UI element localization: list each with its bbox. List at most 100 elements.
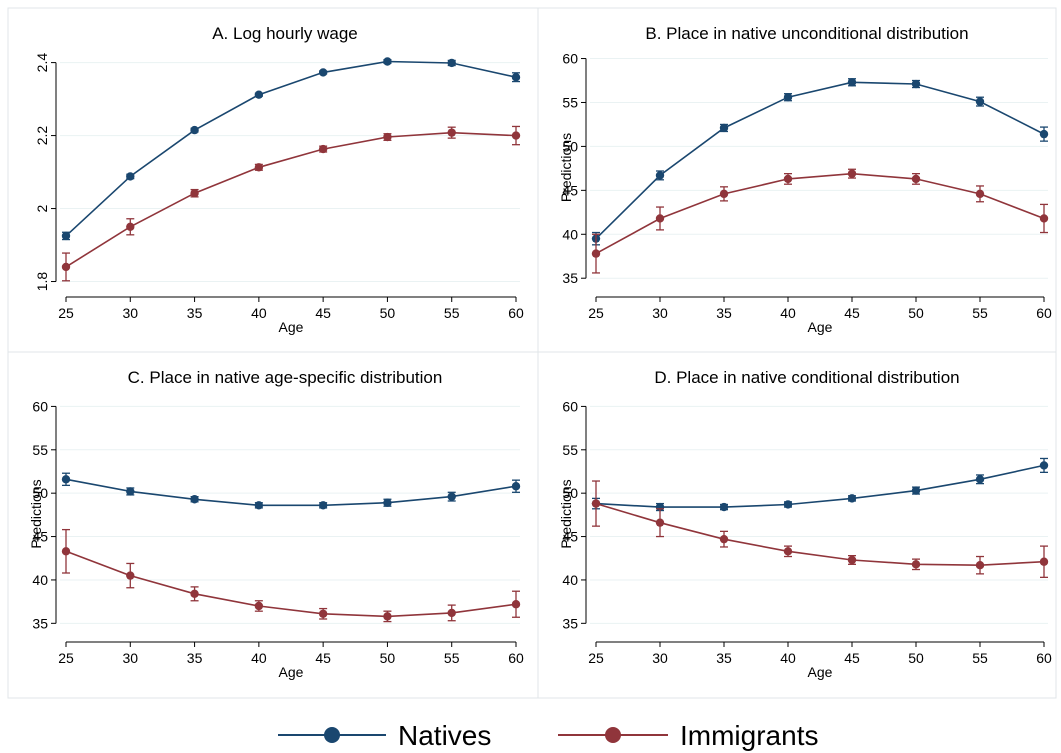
- data-point: [719, 502, 729, 512]
- series-line: [65, 550, 517, 618]
- panel-frame: [537, 7, 1057, 353]
- data-point: [591, 499, 601, 508]
- data-point: [254, 501, 264, 510]
- data-point: [847, 78, 857, 87]
- x-tick-label: 55: [972, 650, 988, 666]
- data-point: [61, 262, 71, 272]
- x-tick-label: 60: [1036, 650, 1052, 666]
- series-immigrants: [61, 528, 521, 623]
- series-line: [65, 131, 517, 268]
- x-axis-label: Age: [279, 319, 304, 335]
- legend-marker: [605, 727, 621, 743]
- y-tick-label: 40: [562, 572, 578, 588]
- data-point: [911, 174, 921, 184]
- data-point: [254, 601, 264, 611]
- y-tick-label: 55: [32, 442, 48, 458]
- y-tick-label: 60: [562, 51, 578, 67]
- legend-item-natives: Natives: [278, 720, 491, 751]
- data-point: [847, 494, 857, 503]
- data-point: [190, 125, 199, 135]
- x-tick-label: 30: [122, 650, 138, 666]
- x-tick-label: 45: [315, 650, 331, 666]
- panel-title: D. Place in native conditional distribut…: [654, 368, 959, 387]
- data-point: [61, 231, 71, 241]
- x-tick-label: 35: [716, 650, 732, 666]
- series-line: [595, 502, 1045, 567]
- y-tick-label: 45: [562, 529, 578, 545]
- y-tick-label: 35: [562, 615, 578, 631]
- data-point: [511, 72, 521, 82]
- data-point: [126, 172, 135, 181]
- data-point: [1039, 461, 1049, 470]
- data-point: [511, 131, 521, 140]
- x-tick-label: 35: [187, 305, 203, 321]
- y-tick-label: 55: [562, 94, 578, 110]
- x-tick-label: 50: [380, 305, 396, 321]
- y-tick-label: 45: [562, 182, 578, 198]
- y-tick-label: 1.8: [34, 272, 50, 292]
- data-point: [511, 600, 521, 609]
- x-tick-label: 40: [251, 650, 267, 666]
- data-point: [911, 486, 921, 495]
- x-axis-label: Age: [279, 664, 304, 680]
- y-tick-label: 50: [562, 485, 578, 501]
- x-tick-label: 25: [58, 305, 74, 321]
- panel-frame: [537, 351, 1057, 699]
- series-immigrants: [591, 168, 1049, 274]
- y-axis-label: Predictions: [28, 479, 44, 548]
- data-point: [1039, 557, 1049, 566]
- x-tick-label: 45: [315, 305, 331, 321]
- panel-frame: [7, 7, 539, 353]
- series-line: [595, 464, 1045, 508]
- panel-title: A. Log hourly wage: [212, 24, 358, 43]
- x-axis-label: Age: [808, 319, 833, 335]
- data-point: [783, 174, 793, 184]
- data-point: [847, 169, 857, 178]
- data-point: [655, 518, 665, 527]
- x-tick-label: 55: [444, 650, 460, 666]
- data-point: [911, 79, 921, 89]
- data-point: [126, 487, 135, 496]
- panel-title: B. Place in native unconditional distrib…: [645, 24, 968, 43]
- x-tick-label: 60: [1036, 305, 1052, 321]
- x-tick-label: 55: [444, 305, 460, 321]
- x-tick-label: 55: [972, 305, 988, 321]
- data-point: [447, 58, 456, 68]
- x-tick-label: 25: [58, 650, 74, 666]
- series-line: [65, 478, 517, 507]
- x-tick-label: 45: [844, 305, 860, 321]
- panel-b: B. Place in native unconditional distrib…: [537, 7, 1057, 353]
- data-point: [318, 609, 328, 618]
- series-line: [595, 172, 1045, 255]
- data-point: [447, 608, 456, 618]
- data-point: [975, 189, 985, 199]
- data-point: [719, 123, 729, 133]
- panel-d: D. Place in native conditional distribut…: [537, 351, 1057, 699]
- data-point: [126, 222, 135, 231]
- data-point: [975, 97, 985, 106]
- data-point: [1039, 129, 1049, 139]
- data-point: [318, 501, 328, 510]
- data-point: [190, 589, 199, 599]
- x-tick-label: 60: [508, 650, 524, 666]
- series-natives: [591, 78, 1049, 246]
- data-point: [719, 189, 729, 199]
- data-point: [975, 560, 985, 570]
- panel-c: C. Place in native age-specific distribu…: [7, 351, 539, 699]
- legend-label: Natives: [398, 720, 491, 751]
- data-point: [318, 144, 328, 154]
- x-tick-label: 40: [251, 305, 267, 321]
- legend-item-immigrants: Immigrants: [558, 720, 818, 751]
- data-point: [61, 475, 71, 484]
- legend: Natives Immigrants: [278, 720, 818, 751]
- x-tick-label: 35: [187, 650, 203, 666]
- y-tick-label: 2: [34, 204, 50, 212]
- data-point: [847, 555, 857, 565]
- data-point: [61, 547, 71, 556]
- panel-frame: [7, 351, 539, 699]
- data-point: [719, 534, 729, 544]
- data-point: [383, 57, 392, 66]
- y-tick-label: 2.2: [34, 126, 50, 146]
- x-tick-label: 45: [844, 650, 860, 666]
